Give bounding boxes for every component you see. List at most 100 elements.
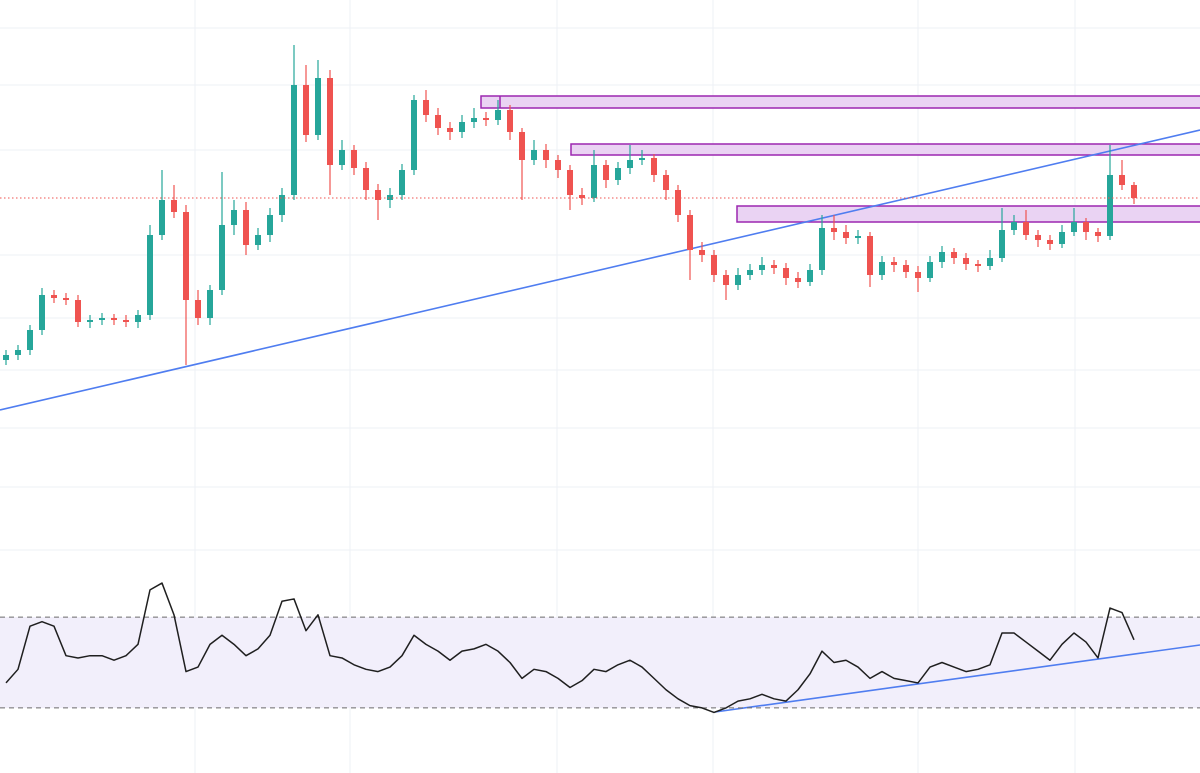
candle-body [603, 165, 609, 180]
candle-body [639, 158, 645, 160]
zone [570, 143, 1200, 156]
candle-body [1071, 222, 1077, 232]
candle-body [999, 230, 1005, 258]
candle-body [495, 110, 501, 120]
candle-body [1023, 222, 1029, 235]
candle-body [675, 190, 681, 215]
candle-body [63, 298, 69, 300]
candle-body [411, 100, 417, 170]
candle-body [843, 232, 849, 238]
candle-body [567, 170, 573, 195]
candle-body [435, 115, 441, 128]
candle-body [375, 190, 381, 200]
candle-body [111, 318, 117, 320]
candle-body [651, 158, 657, 175]
rsi-band [0, 617, 1200, 708]
candle-body [183, 212, 189, 300]
rsi-line [5, 582, 1135, 714]
candle-body [1083, 222, 1089, 232]
candle-body [243, 210, 249, 245]
candle-body [195, 300, 201, 318]
candle-body [519, 132, 525, 160]
candle-body [819, 228, 825, 270]
candle-body [927, 262, 933, 278]
candle-body [387, 195, 393, 200]
candle-body [507, 110, 513, 132]
candle-body [903, 265, 909, 272]
candle-body [615, 168, 621, 180]
candle-body [351, 150, 357, 168]
candle-body [231, 210, 237, 225]
candle-body [711, 255, 717, 275]
rsi-trend-line [714, 644, 1200, 713]
candle-body [795, 278, 801, 282]
candle-body [807, 270, 813, 282]
candle-body [27, 330, 33, 350]
candle-body [219, 225, 225, 290]
candle-body [51, 295, 57, 298]
candle-body [423, 100, 429, 115]
candle-body [1107, 175, 1113, 236]
candle-body [363, 168, 369, 190]
candle-body [327, 78, 333, 165]
candle-body [543, 150, 549, 160]
candle-body [1035, 235, 1041, 240]
candle-body [99, 318, 105, 320]
candle-body [39, 295, 45, 330]
candle-body [735, 275, 741, 285]
candle-body [447, 128, 453, 132]
candle-body [915, 272, 921, 278]
candle-body [987, 258, 993, 266]
candle-body [1047, 240, 1053, 244]
candle-body [1095, 232, 1101, 236]
candle-body [303, 85, 309, 135]
candle-body [687, 215, 693, 250]
candle-body [207, 290, 213, 318]
candle-body [291, 85, 297, 195]
candle-body [279, 195, 285, 215]
candle-body [771, 265, 777, 268]
candle-body [855, 236, 861, 238]
marks [0, 45, 1200, 714]
candle-body [1059, 232, 1065, 244]
candle-body [939, 252, 945, 262]
zone [480, 95, 1200, 109]
candle-body [159, 200, 165, 235]
candle-body [459, 122, 465, 132]
candle-body [483, 118, 489, 120]
candle-body [315, 78, 321, 135]
candle-body [1119, 175, 1125, 185]
candle-body [879, 262, 885, 275]
candle-body [87, 320, 93, 322]
candle-body [951, 252, 957, 258]
candle-body [831, 228, 837, 232]
candle-body [579, 195, 585, 198]
candle-body [663, 175, 669, 190]
candle-body [123, 320, 129, 322]
candle-body [531, 150, 537, 160]
candle-body [267, 215, 273, 235]
candle-body [255, 235, 261, 245]
candle-body [627, 160, 633, 168]
candle-body [171, 200, 177, 212]
candle-body [3, 355, 9, 360]
zone [736, 205, 1200, 223]
candle-body [15, 350, 21, 355]
candle-body [135, 315, 141, 322]
candle-body [339, 150, 345, 165]
candle-body [399, 170, 405, 195]
candle-body [1011, 222, 1017, 230]
candle-body [975, 264, 981, 266]
candle-body [1131, 185, 1137, 198]
candle-body [759, 265, 765, 270]
candle-body [963, 258, 969, 264]
candle-body [867, 236, 873, 275]
zones [480, 95, 1200, 223]
candle-body [555, 160, 561, 170]
candle-body [147, 235, 153, 315]
candle-body [747, 270, 753, 275]
candle-body [591, 165, 597, 198]
candle-body [783, 268, 789, 278]
